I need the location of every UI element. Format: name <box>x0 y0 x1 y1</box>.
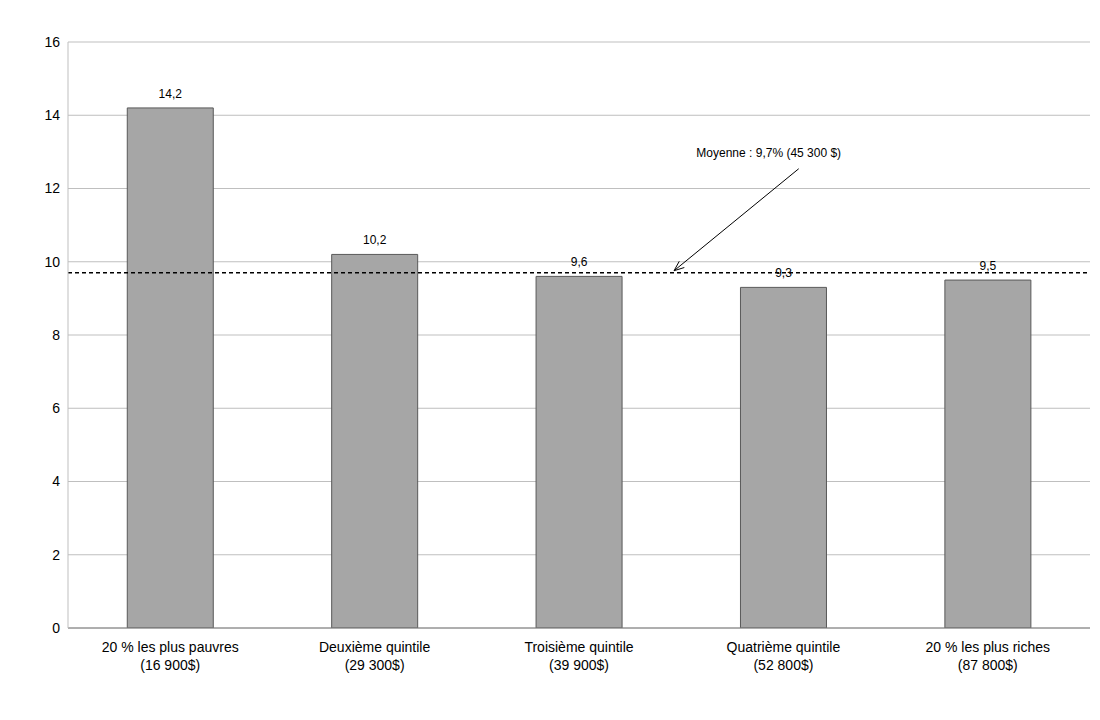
svg-text:10,2: 10,2 <box>363 233 387 247</box>
svg-text:Quatrième quintile(52 800$): Quatrième quintile(52 800$) <box>727 639 841 673</box>
svg-text:20 % les plus pauvres(16 900$): 20 % les plus pauvres(16 900$) <box>102 639 239 673</box>
svg-text:Moyenne : 9,7% (45 300 $): Moyenne : 9,7% (45 300 $) <box>696 146 841 160</box>
svg-text:14,2: 14,2 <box>159 87 183 101</box>
svg-text:16: 16 <box>44 34 60 50</box>
svg-text:2: 2 <box>52 547 60 563</box>
svg-text:0: 0 <box>52 620 60 636</box>
svg-text:12: 12 <box>44 180 60 196</box>
svg-text:9,6: 9,6 <box>571 255 588 269</box>
svg-text:Deuxième quintile(29 300$): Deuxième quintile(29 300$) <box>319 639 430 673</box>
svg-text:20 % les plus riches(87 800$): 20 % les plus riches(87 800$) <box>926 639 1051 673</box>
svg-text:10: 10 <box>44 254 60 270</box>
svg-text:8: 8 <box>52 327 60 343</box>
svg-text:14: 14 <box>44 107 60 123</box>
svg-text:6: 6 <box>52 400 60 416</box>
svg-text:4: 4 <box>52 473 60 489</box>
svg-text:9,5: 9,5 <box>980 259 997 273</box>
svg-text:Troisième quintile(39 900$): Troisième quintile(39 900$) <box>524 639 633 673</box>
svg-text:9,3: 9,3 <box>775 266 792 280</box>
